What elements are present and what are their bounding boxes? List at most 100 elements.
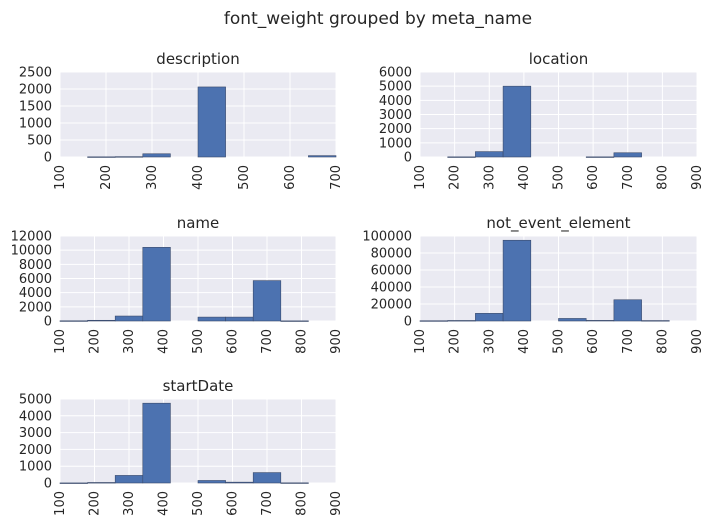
y-tick-label: 20000: [371, 298, 412, 313]
x-tick-label: 200: [99, 165, 114, 190]
histogram-bar: [87, 482, 116, 484]
y-tick-label: 1000: [19, 460, 52, 475]
histogram-bar: [308, 155, 337, 158]
histogram-bar: [142, 247, 171, 322]
x-tick-label: 700: [621, 165, 636, 190]
histogram-bar: [87, 156, 116, 158]
histogram-bar: [447, 156, 476, 158]
x-tick-label: 600: [586, 329, 601, 354]
histogram-bar: [114, 156, 144, 158]
y-tick-label: 2000: [19, 300, 52, 315]
x-tick-label: 400: [157, 491, 172, 516]
y-tick-label: 1000: [19, 117, 52, 132]
x-tick-label: 100: [413, 329, 428, 354]
x-tick-label: 900: [690, 329, 705, 354]
histogram-bar: [280, 482, 309, 484]
x-tick-label: 500: [237, 165, 252, 190]
y-tick-label: 500: [27, 134, 52, 149]
x-tick-label: 100: [53, 329, 68, 354]
histogram-bar: [252, 280, 282, 322]
x-tick-label: 800: [295, 329, 310, 354]
x-tick-label: 200: [88, 491, 103, 516]
histogram-bar: [585, 156, 615, 158]
histogram-bar: [613, 299, 642, 322]
x-tick-label: 300: [145, 165, 160, 190]
x-tick-label: 300: [122, 491, 137, 516]
x-tick-label: 600: [226, 329, 241, 354]
x-tick-label: 200: [448, 329, 463, 354]
subplot-title: description: [156, 50, 239, 68]
histogram-bar: [558, 318, 587, 322]
y-tick-label: 6000: [19, 272, 52, 287]
subplot-title: startDate: [163, 377, 234, 395]
y-tick-label: 5000: [379, 80, 412, 95]
x-tick-label: 400: [517, 329, 532, 354]
histogram-bar: [59, 320, 88, 322]
x-tick-label: 600: [586, 165, 601, 190]
histogram-bar: [142, 153, 171, 158]
subplot-title: not_event_element: [486, 214, 630, 233]
histogram-bar: [475, 313, 504, 322]
y-tick-label: 1000: [379, 136, 412, 151]
histogram-bar: [641, 320, 670, 322]
y-tick-label: 2000: [19, 443, 52, 458]
x-tick-label: 400: [191, 165, 206, 190]
histogram-bar: [613, 152, 642, 158]
y-tick-label: 4000: [19, 409, 52, 424]
x-tick-label: 800: [655, 165, 670, 190]
x-tick-label: 700: [260, 329, 275, 354]
x-tick-label: 800: [655, 329, 670, 354]
histogram-bar: [114, 475, 144, 484]
y-tick-label: 0: [404, 151, 412, 166]
x-tick-label: 900: [329, 491, 344, 516]
y-tick-label: 3000: [19, 426, 52, 441]
x-tick-label: 300: [482, 165, 497, 190]
x-tick-label: 400: [157, 329, 172, 354]
histogram-bar: [225, 481, 254, 484]
x-tick-label: 700: [329, 165, 344, 190]
x-tick-label: 700: [260, 491, 275, 516]
histogram-bar: [197, 480, 226, 484]
y-tick-label: 4000: [379, 94, 412, 109]
y-tick-label: 60000: [371, 264, 412, 279]
x-tick-label: 700: [621, 329, 636, 354]
histogram-bar: [585, 320, 615, 322]
histogram-bar: [419, 320, 449, 322]
y-tick-label: 8000: [19, 258, 52, 273]
x-tick-label: 500: [552, 165, 567, 190]
x-tick-label: 800: [295, 491, 310, 516]
histogram-bar: [447, 320, 476, 322]
x-tick-label: 500: [552, 329, 567, 354]
x-tick-label: 300: [482, 329, 497, 354]
histogram-bar: [502, 239, 532, 322]
x-tick-label: 500: [191, 329, 206, 354]
y-tick-label: 4000: [19, 286, 52, 301]
y-tick-label: 6000: [379, 66, 412, 81]
y-tick-label: 1500: [19, 100, 52, 115]
histogram-bar: [475, 151, 504, 158]
y-tick-label: 40000: [371, 281, 412, 296]
x-tick-label: 900: [329, 329, 344, 354]
histogram-bar: [280, 320, 309, 322]
x-tick-label: 600: [283, 165, 298, 190]
subplot-title: name: [177, 214, 220, 232]
y-tick-label: 80000: [371, 247, 412, 262]
y-tick-label: 100000: [362, 230, 412, 245]
subplot-title: location: [529, 50, 589, 68]
y-tick-label: 2500: [19, 66, 52, 81]
x-tick-label: 500: [191, 491, 206, 516]
x-tick-label: 400: [517, 165, 532, 190]
histogram-bar: [87, 319, 116, 322]
y-tick-label: 5000: [19, 393, 52, 408]
y-tick-label: 3000: [379, 108, 412, 123]
histogram-bar: [197, 86, 226, 158]
x-tick-label: 100: [53, 491, 68, 516]
histogram-bar: [502, 85, 532, 158]
x-tick-label: 100: [53, 165, 68, 190]
figure-title: font_weight grouped by meta_name: [224, 9, 532, 29]
x-tick-label: 100: [413, 165, 428, 190]
y-tick-label: 2000: [379, 122, 412, 137]
y-tick-label: 0: [44, 477, 52, 492]
